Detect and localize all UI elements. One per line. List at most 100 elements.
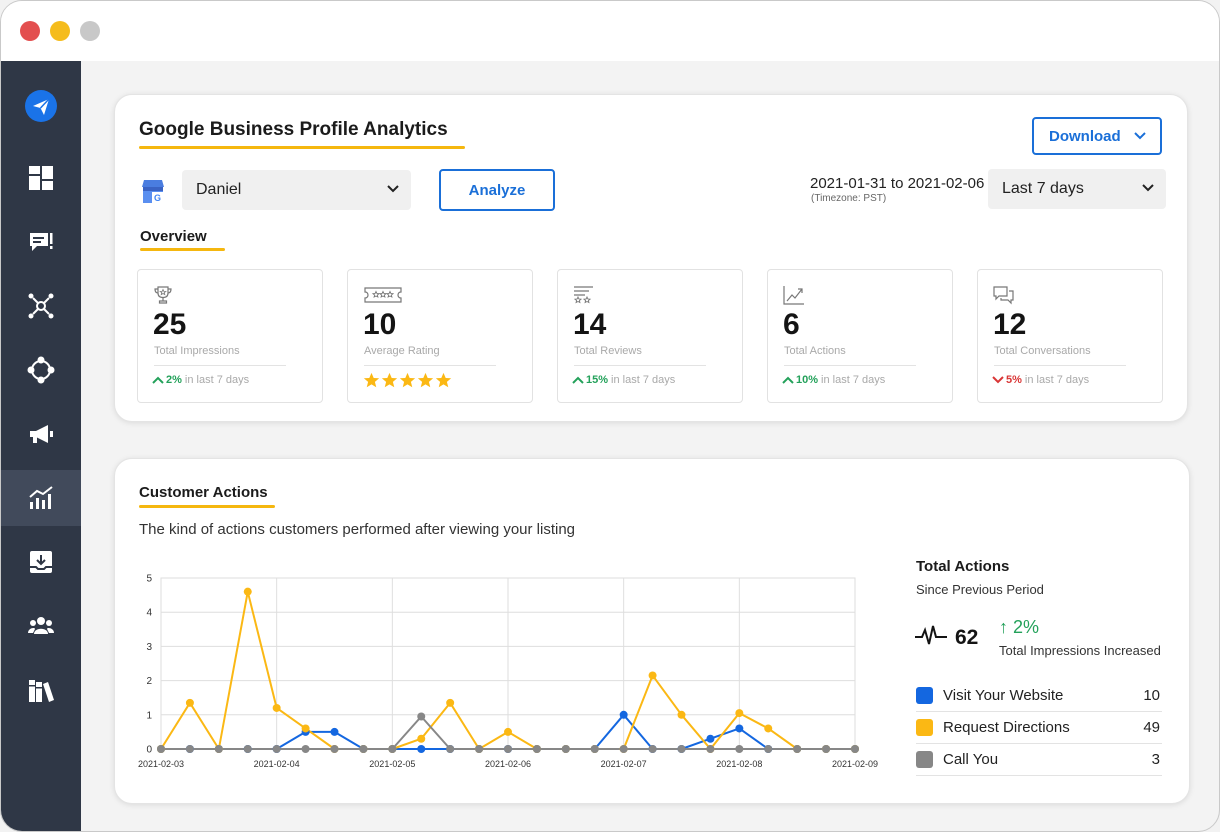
chevron-up-icon <box>782 376 794 384</box>
divider <box>154 365 286 366</box>
data-point-1 <box>243 587 252 596</box>
star-icon <box>399 372 416 388</box>
sidebar-item-network[interactable] <box>1 278 81 334</box>
trophy-icon <box>154 286 172 304</box>
analyze-button[interactable]: Analyze <box>439 169 555 211</box>
review-message-icon <box>30 233 53 251</box>
chevron-up-icon <box>572 376 584 384</box>
data-point-0 <box>706 734 715 743</box>
network-icon <box>28 293 54 319</box>
sidebar-item-reviews[interactable] <box>1 214 81 270</box>
data-point-2 <box>735 745 744 753</box>
y-tick-label: 0 <box>146 745 152 756</box>
page-title: Google Business Profile Analytics <box>139 119 448 140</box>
pulse-icon <box>915 625 947 645</box>
stat-total-conversations: 12 Total Conversations 5% in last 7 days <box>977 269 1163 403</box>
star-icon <box>363 372 380 388</box>
stat-trend: 10% in last 7 days <box>782 374 885 386</box>
sidebar-item-team[interactable] <box>1 598 81 654</box>
close-window-button[interactable] <box>20 21 40 41</box>
total-actions-change: ↑ 2% <box>999 617 1040 637</box>
stat-total-impressions: 25 Total Impressions 2% in last 7 days <box>137 269 323 403</box>
data-point-2 <box>619 745 628 753</box>
y-tick-label: 5 <box>146 574 152 585</box>
stat-value: 25 <box>153 308 187 341</box>
download-button[interactable]: Download <box>1032 117 1162 155</box>
data-point-2 <box>388 745 397 753</box>
stat-trend-suffix: in last 7 days <box>611 374 676 386</box>
stat-label: Average Rating <box>364 345 440 357</box>
data-point-2 <box>648 745 657 753</box>
title-bar <box>1 1 1219 61</box>
legend-swatch <box>916 719 933 736</box>
customer-actions-subtitle: The kind of actions customers performed … <box>139 521 576 538</box>
data-point-2 <box>359 745 368 753</box>
chevron-down-icon <box>1134 132 1146 140</box>
stat-label: Total Reviews <box>574 345 642 357</box>
sidebar-item-campaigns[interactable] <box>1 406 81 462</box>
sidebar-item-library[interactable] <box>1 662 81 718</box>
stat-trend-percent: 10% <box>796 374 819 386</box>
reviews-icon <box>573 286 593 304</box>
data-point-2 <box>822 745 831 753</box>
total-actions-subtitle: Since Previous Period <box>916 582 1044 597</box>
download-tray-icon <box>30 551 52 573</box>
profile-select-value: Daniel <box>196 181 242 198</box>
data-point-2 <box>561 745 570 753</box>
customer-actions-underline <box>139 505 275 508</box>
x-tick-label: 2021-02-06 <box>485 759 531 769</box>
data-point-2 <box>590 745 599 753</box>
overview-title: Overview <box>140 228 207 245</box>
stat-average-rating: 10 Average Rating <box>347 269 533 403</box>
legend-swatch <box>916 687 933 704</box>
y-tick-label: 3 <box>146 642 152 653</box>
legend-label: Call You <box>943 751 999 768</box>
sidebar-item-analytics[interactable] <box>1 470 81 526</box>
profile-select[interactable]: Daniel <box>182 170 411 210</box>
data-point-2 <box>475 745 484 753</box>
stat-label: Total Actions <box>784 345 846 357</box>
period-select[interactable]: Last 7 days <box>988 169 1166 209</box>
y-tick-label: 2 <box>146 676 152 687</box>
chevron-up-icon <box>152 376 164 384</box>
period-select-value: Last 7 days <box>1002 180 1084 197</box>
divider <box>364 365 496 366</box>
paper-plane-logo-icon <box>25 90 57 122</box>
dashboard-icon <box>29 166 53 190</box>
stat-value: 6 <box>783 308 800 341</box>
google-business-icon: G <box>142 180 164 203</box>
x-tick-label: 2021-02-03 <box>138 759 184 769</box>
legend-value: 10 <box>1143 687 1160 704</box>
sidebar-item-logo[interactable] <box>1 78 81 134</box>
title-underline <box>139 146 465 149</box>
data-point-2 <box>301 745 310 753</box>
data-point-2 <box>446 745 455 753</box>
legend-item-visit-website: Visit Your Website 10 <box>916 680 1162 712</box>
divider <box>784 365 916 366</box>
svg-text:G: G <box>154 193 161 203</box>
stat-total-actions: 6 Total Actions 10% in last 7 days <box>767 269 953 403</box>
x-tick-label: 2021-02-07 <box>601 759 647 769</box>
maximize-window-button[interactable] <box>80 21 100 41</box>
rating-badge-icon <box>364 287 402 303</box>
chat-bubbles-icon <box>993 286 1014 305</box>
data-point-2 <box>504 745 512 753</box>
data-point-1 <box>446 698 455 707</box>
minimize-window-button[interactable] <box>50 21 70 41</box>
total-actions-title: Total Actions <box>916 558 1010 575</box>
customer-actions-line-chart: 0 1 2 3 4 5 2021-02-03 2021-02-04 2021-02-05 2021… <box>138 574 878 770</box>
data-point-1 <box>735 709 744 718</box>
data-point-1 <box>504 727 512 736</box>
chevron-down-icon <box>1142 184 1154 192</box>
divider <box>574 365 706 366</box>
sidebar-item-integrations[interactable] <box>1 342 81 398</box>
stat-value: 10 <box>363 308 397 341</box>
stat-trend: 15% in last 7 days <box>572 374 675 386</box>
rating-stars <box>363 372 452 389</box>
data-point-2 <box>706 745 715 753</box>
data-point-2 <box>851 745 859 753</box>
customer-actions-card: Customer Actions The kind of actions cus… <box>114 458 1190 804</box>
sidebar-item-downloads[interactable] <box>1 534 81 590</box>
sidebar-item-dashboard[interactable] <box>1 150 81 206</box>
